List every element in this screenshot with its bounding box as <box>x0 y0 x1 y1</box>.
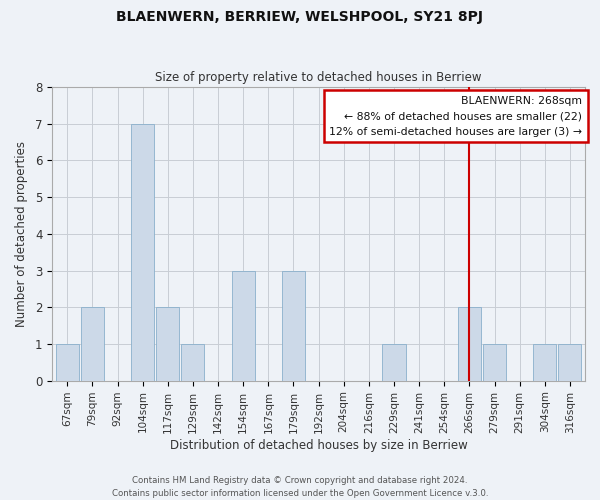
Bar <box>232 270 255 380</box>
Bar <box>458 308 481 380</box>
Text: Contains HM Land Registry data © Crown copyright and database right 2024.
Contai: Contains HM Land Registry data © Crown c… <box>112 476 488 498</box>
Bar <box>533 344 556 381</box>
Bar <box>382 344 406 381</box>
Text: BLAENWERN, BERRIEW, WELSHPOOL, SY21 8PJ: BLAENWERN, BERRIEW, WELSHPOOL, SY21 8PJ <box>116 10 484 24</box>
Bar <box>483 344 506 381</box>
Bar <box>181 344 205 381</box>
Bar <box>559 344 581 381</box>
Bar <box>131 124 154 380</box>
Y-axis label: Number of detached properties: Number of detached properties <box>15 141 28 327</box>
Bar <box>56 344 79 381</box>
Text: BLAENWERN: 268sqm
← 88% of detached houses are smaller (22)
12% of semi-detached: BLAENWERN: 268sqm ← 88% of detached hous… <box>329 96 583 137</box>
Bar <box>282 270 305 380</box>
Bar <box>81 308 104 380</box>
Title: Size of property relative to detached houses in Berriew: Size of property relative to detached ho… <box>155 72 482 85</box>
Bar <box>156 308 179 380</box>
X-axis label: Distribution of detached houses by size in Berriew: Distribution of detached houses by size … <box>170 440 467 452</box>
